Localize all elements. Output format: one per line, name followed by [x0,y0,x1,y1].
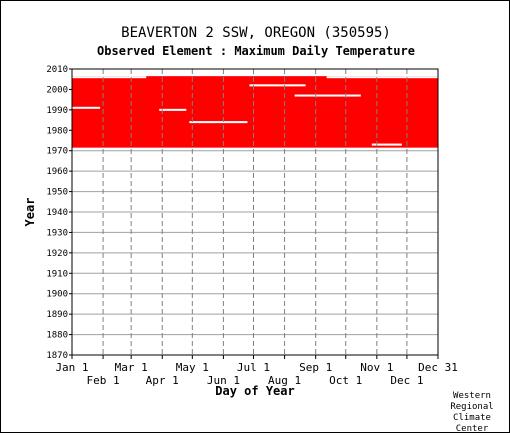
missing-segment [326,76,438,79]
y-tick-label: 1920 [46,249,68,259]
y-tick-label: 1990 [46,106,68,116]
x-tick-label: Mar 1 [115,361,148,374]
x-tick-label: Nov 1 [360,361,393,374]
x-axis-label: Day of Year [215,384,294,398]
x-tick-label: Sep 1 [299,361,332,374]
missing-segment [159,108,187,111]
missing-segment [72,76,147,79]
y-tick-label: 1970 [46,147,68,157]
y-tick-label: 1870 [46,351,68,361]
x-tick-label: Oct 1 [329,374,362,387]
x-tick-label: Jun 1 [207,374,240,387]
chart-title: BEAVERTON 2 SSW, OREGON (350595) [121,25,391,41]
y-tick-label: 2000 [46,85,68,95]
x-tick-label: Apr 1 [146,374,179,387]
y-tick-label: 1940 [46,208,68,218]
x-tick-label: Dec 1 [390,374,423,387]
y-axis-label: Year [23,198,37,227]
x-tick-label: Feb 1 [87,374,120,387]
missing-segment [72,106,101,109]
y-tick-label: 1930 [46,228,68,238]
data-block [72,76,438,148]
missing-segment [249,84,306,87]
y-tick-label: 2010 [46,65,68,75]
y-tick-label: 1950 [46,188,68,198]
x-tick-label: Jan 1 [55,361,88,374]
chart-subtitle: Observed Element : Maximum Daily Tempera… [97,44,415,58]
x-tick-label: Aug 1 [268,374,301,387]
y-tick-label: 1890 [46,310,68,320]
missing-segment [189,121,248,124]
x-tick-label: Jul 1 [237,361,270,374]
y-tick-label: 1960 [46,167,68,177]
y-tick-label: 1900 [46,290,68,300]
y-tick-label: 1980 [46,126,68,136]
missing-segment [371,143,402,146]
y-tick-label: 1880 [46,331,68,341]
missing-segment [294,94,361,97]
y-tick-label: 1910 [46,269,68,279]
wrcc-credit: Western Regional Climate Center [450,391,494,434]
x-tick-label: May 1 [176,361,209,374]
x-tick-label: Dec 31 [418,361,458,374]
